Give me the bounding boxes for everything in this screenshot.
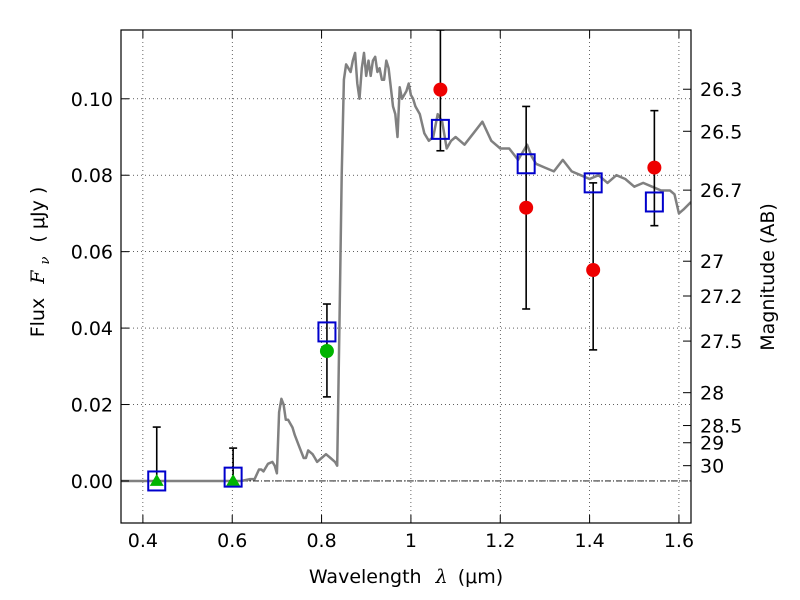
blue-square-marker (516, 153, 536, 175)
x-tick-label: 1 (405, 530, 417, 552)
right-tick-label: 27.2 (700, 286, 742, 308)
y-axis-label-symbol: F (27, 270, 49, 285)
x-tick-label: 0.4 (128, 530, 158, 552)
model-spectrum-line (121, 51, 691, 483)
x-tick-label: 1.4 (574, 530, 604, 552)
right-axis-label: Magnitude (AB) (757, 203, 779, 351)
y-axis-ticks: 0.00 0.02 0.04 0.06 0.08 0.10 (71, 89, 129, 493)
y-tick-label: 0.04 (71, 318, 113, 340)
y-tick-label: 0.02 (71, 395, 113, 417)
plot-area (121, 30, 691, 492)
x-axis-label-prefix: Wavelength (309, 566, 422, 588)
x-axis-ticks: 0.4 0.6 0.8 1 1.2 1.4 1.6 (128, 30, 694, 552)
blue-square-marker (430, 118, 450, 140)
green-triangle-marker (149, 473, 164, 486)
right-tick-label: 27.5 (700, 331, 742, 353)
grid (121, 30, 691, 523)
y-tick-label: 0.06 (71, 242, 113, 264)
right-tick-label: 29 (700, 433, 724, 455)
blue-square-marker (583, 172, 603, 194)
right-tick-label: 26.3 (700, 79, 742, 101)
red-circle-marker (647, 160, 662, 175)
x-axis-label: Wavelength λ (μm) (309, 566, 503, 588)
blue-square-marker (317, 321, 337, 343)
y-tick-label: 0.00 (71, 471, 113, 493)
y-axis-label-subscript: ν (38, 257, 53, 265)
markers (147, 82, 664, 492)
blue-square-marker (223, 466, 243, 488)
blue-square-marker (147, 470, 167, 492)
x-tick-label: 1.2 (485, 530, 515, 552)
green-circle-marker (319, 344, 334, 359)
red-circle-marker (519, 200, 534, 215)
red-circle-marker (433, 82, 448, 97)
x-axis-label-unit: (μm) (458, 566, 503, 588)
right-tick-label: 26.7 (700, 180, 742, 202)
y-axis-label: Flux F ν ( μJy ) (27, 187, 54, 338)
blue-square-marker (644, 191, 664, 213)
right-tick-label: 26.5 (700, 121, 742, 143)
right-tick-label: 28.5 (700, 416, 742, 438)
red-circle-marker (586, 263, 601, 278)
x-axis-label-symbol: λ (435, 566, 448, 588)
y-tick-label: 0.10 (71, 89, 113, 111)
right-tick-label: 30 (700, 456, 724, 478)
x-tick-label: 1.6 (664, 530, 694, 552)
y-tick-label: 0.08 (71, 165, 113, 187)
right-tick-label: 28 (700, 383, 724, 405)
right-tick-label: 27 (700, 251, 724, 273)
plot-frame (120, 29, 692, 524)
green-triangle-marker (226, 473, 241, 486)
x-tick-label: 0.8 (306, 530, 336, 552)
y-axis-label-unit: ( μJy ) (27, 187, 49, 243)
x-tick-label: 0.6 (217, 530, 247, 552)
y-axis-label-prefix: Flux (27, 298, 49, 338)
